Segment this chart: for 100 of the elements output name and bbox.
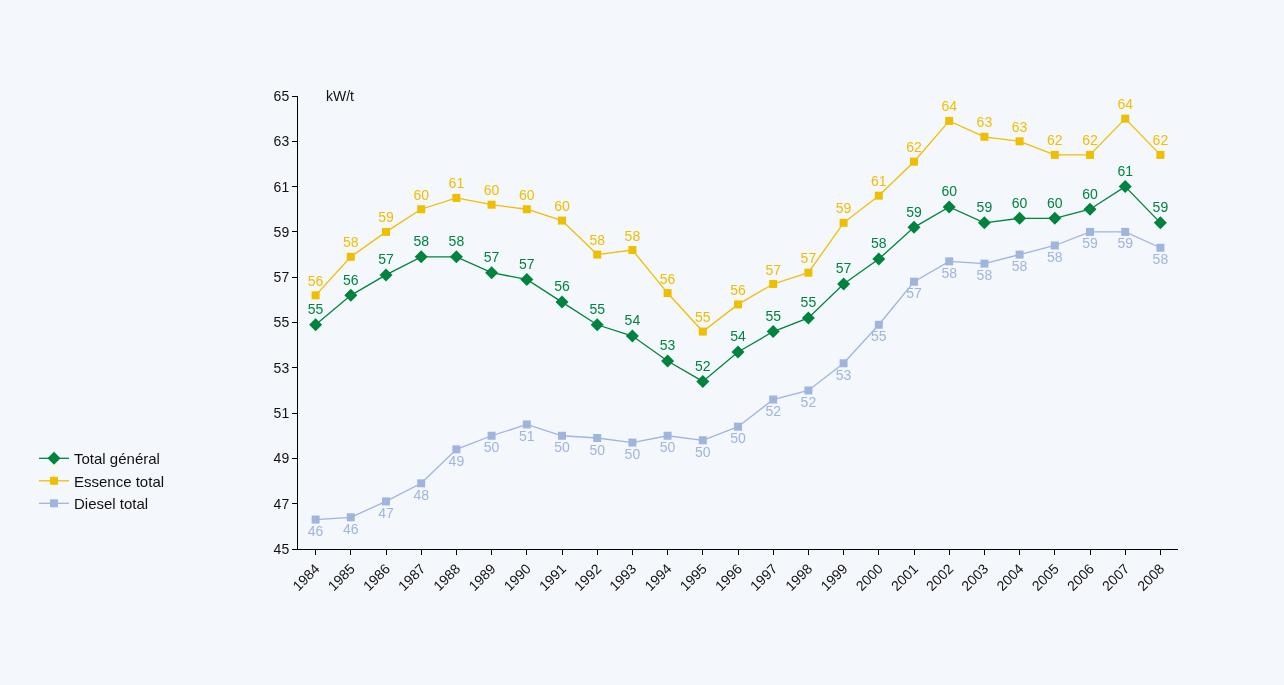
point xyxy=(698,327,707,336)
data-label: 63 xyxy=(976,114,993,131)
point xyxy=(1086,227,1094,236)
point xyxy=(1050,241,1059,250)
data-label: 59 xyxy=(378,209,394,226)
data-label: 56 xyxy=(659,270,676,287)
data-label: 58 xyxy=(413,233,430,250)
y-tick-label: 49 xyxy=(273,450,290,467)
data-label: 60 xyxy=(941,183,958,200)
point xyxy=(417,479,426,488)
point xyxy=(382,227,390,236)
data-label: 58 xyxy=(624,227,641,244)
point xyxy=(907,220,921,234)
point xyxy=(839,359,848,368)
data-label: 58 xyxy=(976,267,993,284)
data-label: 50 xyxy=(659,439,676,456)
data-label: 58 xyxy=(1047,248,1063,265)
data-label: 55 xyxy=(695,309,711,326)
point xyxy=(804,386,813,395)
data-label: 52 xyxy=(765,403,782,420)
data-label: 57 xyxy=(835,260,852,277)
y-tick-label: 63 xyxy=(273,133,290,150)
data-label: 55 xyxy=(589,301,606,318)
point xyxy=(628,246,637,255)
data-label: 62 xyxy=(906,139,922,156)
point xyxy=(837,277,851,291)
point xyxy=(872,252,886,266)
data-label: 56 xyxy=(343,271,359,288)
point xyxy=(661,354,675,368)
point xyxy=(910,277,918,286)
y-tick-label: 65 xyxy=(273,87,290,104)
point xyxy=(382,497,390,506)
point xyxy=(522,205,531,214)
point xyxy=(1083,202,1097,216)
point xyxy=(734,422,742,431)
data-label: 56 xyxy=(307,272,324,289)
data-label: 63 xyxy=(1011,118,1028,135)
data-label: 60 xyxy=(1047,194,1063,211)
data-label: 60 xyxy=(483,182,500,199)
data-label: 58 xyxy=(1011,258,1028,275)
data-label: 50 xyxy=(554,439,570,456)
data-label: 52 xyxy=(800,393,817,410)
point xyxy=(520,272,534,286)
data-label: 50 xyxy=(730,430,746,447)
data-label: 58 xyxy=(343,234,359,251)
data-label: 62 xyxy=(1047,132,1063,149)
y-tick-label: 51 xyxy=(273,405,290,421)
point xyxy=(590,318,604,332)
point xyxy=(487,431,496,440)
point xyxy=(344,288,358,302)
point xyxy=(945,116,954,125)
point xyxy=(663,431,672,440)
data-label: 56 xyxy=(730,281,746,298)
data-label: 59 xyxy=(1082,235,1098,252)
data-label: 55 xyxy=(871,328,887,345)
data-label: 53 xyxy=(659,337,676,354)
point xyxy=(628,438,637,447)
point xyxy=(487,200,496,209)
point xyxy=(910,157,918,166)
data-label: 50 xyxy=(589,441,606,458)
y-tick-label: 53 xyxy=(273,359,290,376)
point xyxy=(452,445,461,454)
point xyxy=(309,318,323,332)
data-label: 60 xyxy=(1011,194,1028,211)
y-tick-label: 59 xyxy=(273,223,290,240)
legend-label: Diesel total xyxy=(74,495,149,513)
point xyxy=(696,374,710,388)
data-label: 58 xyxy=(589,232,606,249)
legend-label: Essence total xyxy=(74,472,165,490)
point xyxy=(1153,216,1167,230)
y-tick-label: 55 xyxy=(273,314,290,331)
point xyxy=(555,295,569,309)
point xyxy=(1156,243,1165,252)
point xyxy=(874,191,883,200)
point xyxy=(522,420,531,429)
y-tick-label: 47 xyxy=(273,495,290,512)
point xyxy=(311,291,320,300)
data-label: 52 xyxy=(695,357,711,374)
data-label: 54 xyxy=(624,312,641,329)
point xyxy=(734,300,742,309)
y-tick-label: 57 xyxy=(273,269,290,286)
data-label: 58 xyxy=(941,264,958,281)
data-label: 46 xyxy=(343,520,359,537)
data-label: 58 xyxy=(448,233,465,250)
point xyxy=(980,132,989,141)
point xyxy=(804,268,813,277)
point xyxy=(731,345,745,359)
point xyxy=(942,200,956,214)
data-label: 64 xyxy=(941,98,958,115)
point xyxy=(311,515,320,524)
data-label: 57 xyxy=(519,255,535,272)
data-label: 59 xyxy=(906,203,922,220)
data-label: 50 xyxy=(624,446,641,463)
data-label: 59 xyxy=(1117,235,1134,252)
point xyxy=(1013,211,1027,225)
data-label: 53 xyxy=(835,366,852,383)
data-label: 61 xyxy=(1117,162,1134,179)
data-label: 60 xyxy=(519,186,535,203)
data-label: 61 xyxy=(448,175,465,192)
point xyxy=(1050,150,1059,159)
